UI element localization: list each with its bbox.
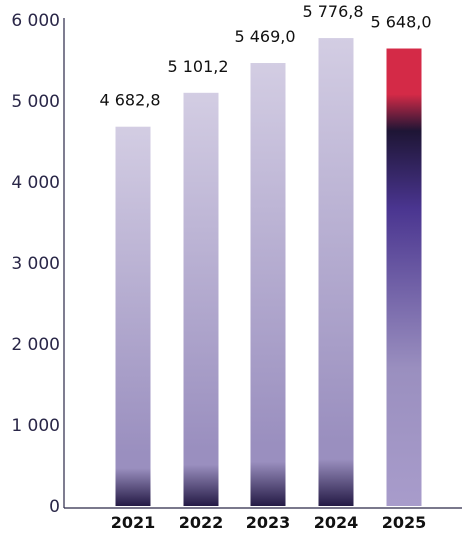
bars-group: [115, 38, 422, 507]
x-tick-label-2023: 2023: [246, 513, 291, 532]
bar-2021: [115, 126, 151, 506]
bar-2025: [386, 48, 422, 507]
data-label-2023: 5 469,0: [234, 27, 295, 46]
y-tick-label: 0: [49, 497, 60, 517]
data-labels-group: 4 682,8 5 101,2 5 469,0 5 776,8 5 648,0: [99, 2, 431, 110]
x-tick-label-2025: 2025: [382, 513, 427, 532]
y-tick-label: 6 000: [11, 11, 60, 31]
y-tick-label: 5 000: [11, 92, 60, 112]
x-tick-label-2021: 2021: [111, 513, 156, 532]
data-label-2021: 4 682,8: [99, 91, 160, 110]
bar-2024: [318, 38, 354, 507]
bar-2022: [183, 92, 219, 507]
y-tick-label: 2 000: [11, 335, 60, 355]
bar-2023: [250, 63, 286, 507]
x-tick-label-2024: 2024: [314, 513, 359, 532]
y-tick-label: 4 000: [11, 173, 60, 193]
data-label-2024: 5 776,8: [302, 2, 363, 21]
data-label-2025: 5 648,0: [370, 13, 431, 32]
x-axis-ticks: 2021 2022 2023 2024 2025: [111, 513, 427, 532]
y-tick-label: 1 000: [11, 416, 60, 436]
data-label-2022: 5 101,2: [167, 57, 228, 76]
y-tick-label: 3 000: [11, 254, 60, 274]
x-tick-label-2022: 2022: [179, 513, 224, 532]
y-axis-ticks: 0 1 000 2 000 3 000 4 000 5 000 6 000: [11, 11, 60, 517]
